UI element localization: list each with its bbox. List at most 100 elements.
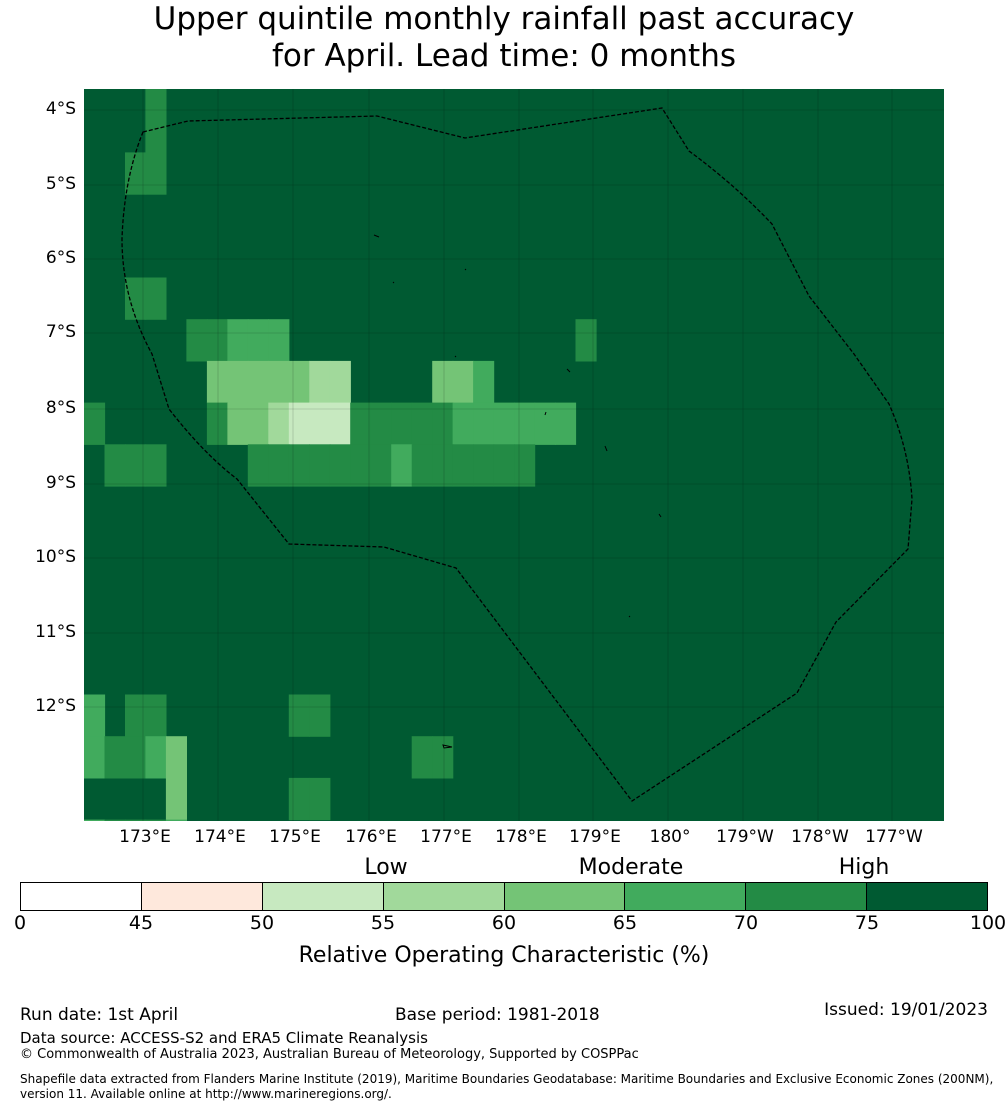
grid-cell	[145, 736, 167, 779]
island-niulakita	[628, 615, 631, 618]
grid-cell	[329, 444, 351, 487]
grid-cell	[452, 360, 474, 404]
grid-cell	[452, 402, 474, 445]
longitude-label: 178°E	[495, 827, 547, 847]
colorbar-tick-label: 100	[969, 912, 1007, 934]
grid-cell	[309, 444, 331, 487]
island-nukufetau	[544, 411, 547, 416]
grid-cell	[165, 736, 187, 779]
longitude-label: 177°E	[420, 827, 472, 847]
grid-cell	[473, 360, 495, 404]
grid-cell	[411, 444, 433, 487]
grid-cell	[268, 360, 290, 404]
colorbar-segment	[625, 883, 747, 910]
grid-cell	[227, 402, 249, 445]
longitude-label: 175°E	[269, 827, 321, 847]
base-period: Base period: 1981-2018	[395, 1005, 600, 1025]
grid-cell	[125, 444, 147, 487]
grid-cell	[145, 152, 167, 195]
colorbar-tick-label: 70	[733, 912, 759, 934]
grid-cell	[309, 360, 331, 404]
grid-cell	[350, 402, 372, 445]
run-date: Run date: 1st April	[20, 1005, 179, 1025]
grid-cell	[432, 736, 454, 779]
grid-cell	[473, 444, 495, 487]
island-nanumanga	[392, 281, 395, 284]
grid-cell	[309, 694, 331, 737]
grid-cell	[145, 89, 167, 112]
grid-cell	[493, 402, 515, 445]
island-nanumea	[373, 234, 380, 238]
category-moderate-label: Moderate	[578, 855, 684, 880]
longitude-label: 177°W	[865, 827, 923, 847]
latitude-label: 10°S	[35, 547, 76, 567]
skill-grid	[84, 89, 944, 821]
grid-cell	[84, 736, 106, 779]
grid-cell	[84, 819, 106, 821]
grid-cell	[104, 736, 126, 779]
longitude-label: 173°E	[119, 827, 171, 847]
grid-cell	[329, 402, 351, 445]
grid-cell	[145, 694, 167, 737]
islands	[373, 234, 662, 749]
grid-cell	[452, 444, 474, 487]
grid-cell	[125, 819, 147, 821]
grid-cell	[432, 402, 454, 445]
grid-cell	[206, 360, 228, 404]
colorbar-tick-label: 50	[249, 912, 275, 934]
grid-cell	[227, 360, 249, 404]
grid-cell	[391, 444, 413, 487]
grid-cell	[288, 360, 310, 404]
island-nukulaelae	[658, 513, 662, 518]
longitude-label: 174°E	[194, 827, 246, 847]
grid-cell	[288, 694, 310, 737]
grid-cell	[309, 402, 331, 445]
grid-cell	[370, 444, 392, 487]
island-nui	[454, 355, 457, 358]
grid-cell	[165, 819, 187, 821]
latitude-label: 7°S	[45, 322, 76, 342]
colorbar-label: Relative Operating Characteristic (%)	[298, 943, 710, 968]
island-niutao	[464, 268, 467, 271]
grid-cell	[514, 444, 536, 487]
latitude-label: 5°S	[45, 174, 76, 194]
grid-cell	[473, 402, 495, 445]
longitude-label: 180°	[649, 827, 691, 847]
longitude-label: 176°E	[345, 827, 397, 847]
longitude-label: 179°W	[716, 827, 774, 847]
longitude-label: 178°W	[791, 827, 849, 847]
island-reef	[442, 744, 453, 749]
colorbar	[20, 882, 988, 911]
grid-cell	[288, 777, 310, 821]
grid-cell	[84, 694, 106, 737]
grid-cell	[268, 319, 290, 362]
category-low-label: Low	[364, 855, 408, 880]
grid-cell	[268, 444, 290, 487]
copyright: © Commonwealth of Australia 2023, Austra…	[20, 1047, 639, 1062]
colorbar-segment	[21, 883, 142, 910]
grid-cell	[288, 402, 310, 445]
grid-cell	[350, 444, 372, 487]
latitude-label: 6°S	[45, 248, 76, 268]
latitude-label: 11°S	[35, 622, 76, 642]
colorbar-tick-label: 55	[370, 912, 396, 934]
grid-cell	[125, 277, 147, 320]
grid-cell	[432, 444, 454, 487]
grid-cell	[268, 402, 290, 445]
colorbar-tick-label: 60	[491, 912, 517, 934]
grid-cell	[288, 444, 310, 487]
colorbar-segment	[141, 883, 263, 910]
latitude-label: 8°S	[45, 398, 76, 418]
colorbar-tick-label: 45	[128, 912, 154, 934]
grid-cell	[125, 694, 147, 737]
grid-cell	[145, 110, 167, 153]
grid-cell	[145, 819, 167, 821]
grid-cell	[309, 777, 331, 821]
grid-cell	[227, 319, 249, 362]
island-vaitupu	[566, 368, 571, 373]
colorbar-tick-label: 75	[854, 912, 880, 934]
latitude-label: 12°S	[35, 696, 76, 716]
colorbar-tick-label: 65	[612, 912, 638, 934]
chart-title-line-2: for April. Lead time: 0 months	[271, 38, 737, 74]
longitude-label: 179°E	[569, 827, 621, 847]
